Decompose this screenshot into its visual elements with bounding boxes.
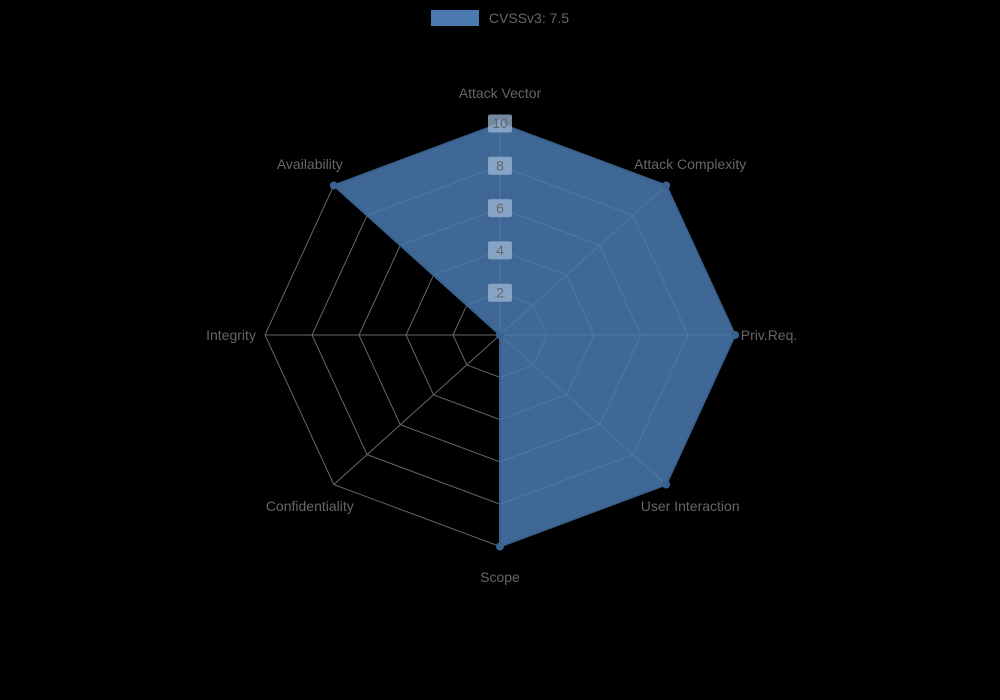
data-marker — [662, 481, 670, 489]
legend-label: CVSSv3: 7.5 — [489, 10, 569, 26]
data-marker — [496, 543, 504, 551]
axis-label: Availability — [277, 156, 343, 172]
axis-label: Attack Complexity — [634, 156, 746, 172]
data-marker — [496, 331, 504, 339]
axis-label: User Interaction — [641, 498, 740, 514]
tick-label: 6 — [496, 200, 504, 216]
tick-label: 4 — [496, 242, 504, 258]
tick-label: 10 — [492, 115, 508, 131]
axis-label: Scope — [480, 569, 520, 585]
data-marker — [731, 331, 739, 339]
axis-label: Confidentiality — [266, 498, 354, 514]
legend-swatch — [431, 10, 479, 26]
data-marker — [662, 181, 670, 189]
axis-label: Attack Vector — [459, 85, 541, 101]
radar-chart: CVSSv3: 7.5 2 4 6 8 10 Attack Vector Attack C… — [0, 0, 1000, 700]
legend: CVSSv3: 7.5 — [0, 10, 1000, 26]
radar-svg: 2 4 6 8 10 — [0, 0, 1000, 700]
data-marker — [330, 181, 338, 189]
axis-label: Integrity — [206, 327, 256, 343]
tick-label: 8 — [496, 158, 504, 174]
axis-label: Priv.Req. — [741, 327, 798, 343]
tick-label: 2 — [496, 284, 504, 300]
